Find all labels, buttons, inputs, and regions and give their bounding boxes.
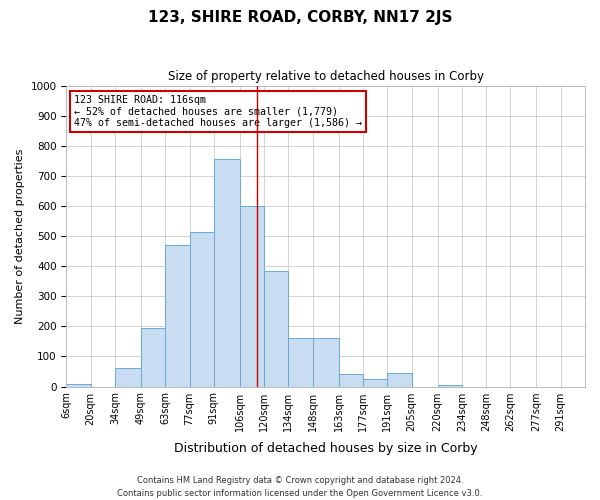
Bar: [387, 373, 412, 386]
Bar: [240, 206, 264, 386]
Bar: [437, 385, 462, 386]
Title: Size of property relative to detached houses in Corby: Size of property relative to detached ho…: [168, 70, 484, 83]
Bar: [264, 270, 289, 386]
Text: 123, SHIRE ROAD, CORBY, NN17 2JS: 123, SHIRE ROAD, CORBY, NN17 2JS: [148, 10, 452, 25]
Bar: [115, 368, 141, 386]
Bar: [214, 160, 240, 386]
Text: Contains HM Land Registry data © Crown copyright and database right 2024.
Contai: Contains HM Land Registry data © Crown c…: [118, 476, 482, 498]
Bar: [339, 374, 363, 386]
Bar: [165, 245, 190, 386]
Text: 123 SHIRE ROAD: 116sqm
← 52% of detached houses are smaller (1,779)
47% of semi-: 123 SHIRE ROAD: 116sqm ← 52% of detached…: [74, 94, 362, 128]
Bar: [289, 338, 313, 386]
Bar: [363, 379, 387, 386]
Bar: [141, 328, 165, 386]
Bar: [313, 338, 339, 386]
Bar: [67, 384, 91, 386]
Bar: [190, 232, 214, 386]
X-axis label: Distribution of detached houses by size in Corby: Distribution of detached houses by size …: [174, 442, 478, 455]
Y-axis label: Number of detached properties: Number of detached properties: [15, 148, 25, 324]
